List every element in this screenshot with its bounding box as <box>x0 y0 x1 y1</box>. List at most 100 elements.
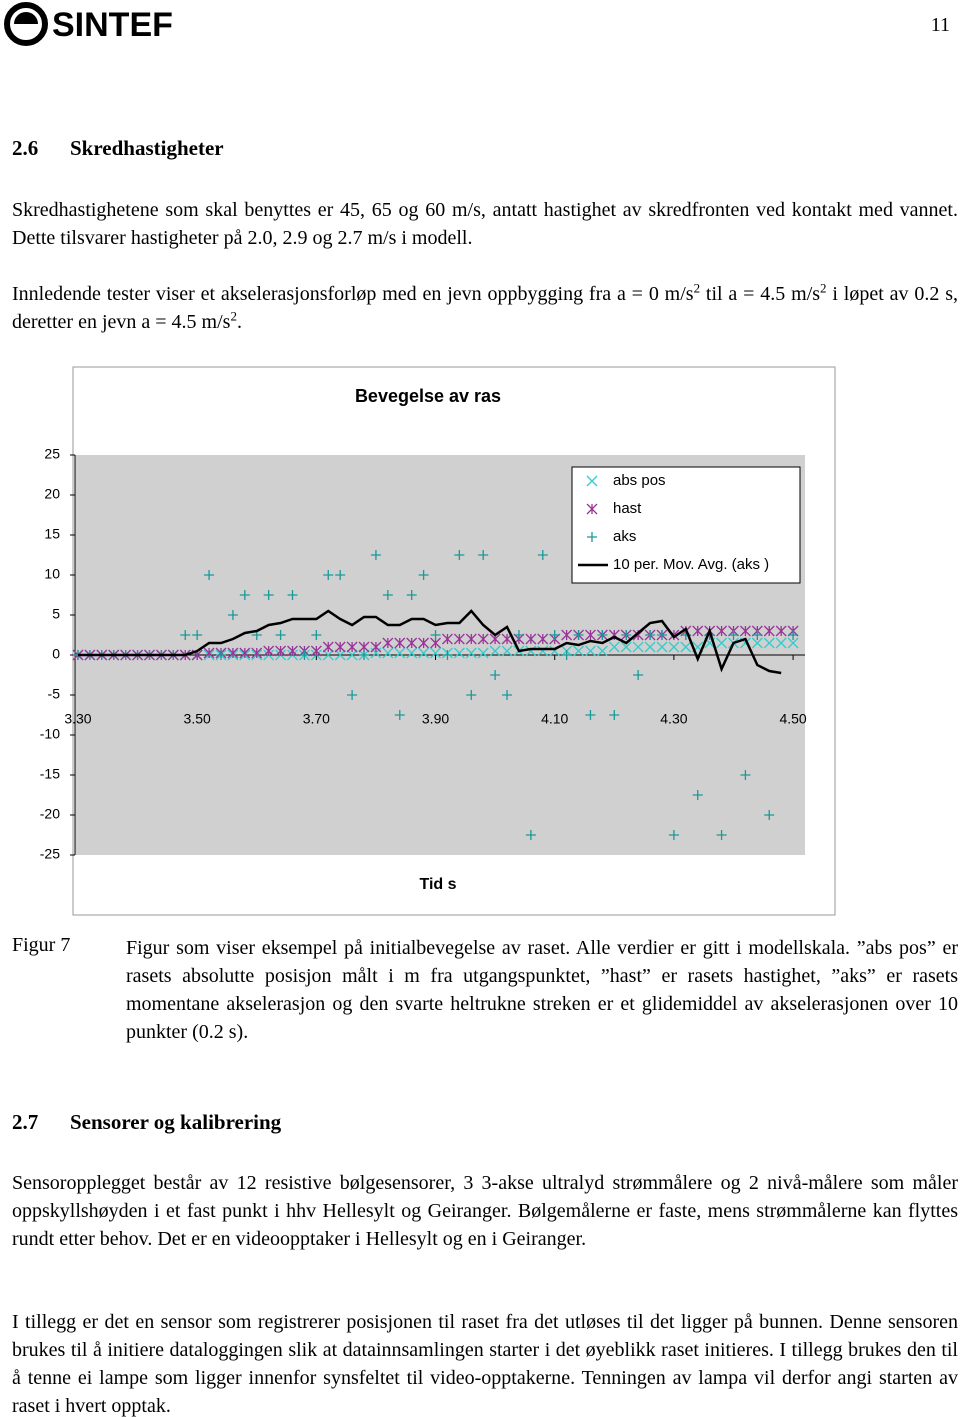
plus-marker <box>587 532 597 542</box>
asterisk-marker <box>586 503 598 515</box>
logo-icon <box>4 2 48 46</box>
plus-marker <box>478 550 489 560</box>
x-marker <box>680 641 692 653</box>
paragraph: Innledende tester viser et akselerasjons… <box>12 280 958 336</box>
paragraph: Skredhastighetene som skal benyttes er 4… <box>12 199 958 249</box>
superscript: 2 <box>820 280 827 296</box>
x-tick-label: 3.30 <box>64 711 91 727</box>
x-axis-title: Tid s <box>419 876 456 893</box>
x-marker <box>585 645 596 657</box>
line <box>77 609 782 675</box>
asterisk-marker <box>227 647 239 659</box>
asterisk-marker <box>763 625 775 637</box>
x-marker <box>751 637 763 649</box>
legend: abs pos hast aks 10 per. Mov. Avg. (aks ) <box>571 466 801 584</box>
plus-marker <box>752 630 763 640</box>
x-marker <box>334 649 346 661</box>
plus-marker <box>513 630 524 640</box>
asterisk-marker <box>334 641 346 653</box>
plus-marker <box>239 590 250 600</box>
plus-marker <box>370 550 381 560</box>
y-tick-label: 25 <box>44 446 60 462</box>
plus-marker <box>418 570 429 580</box>
x-marker <box>406 647 418 659</box>
plus-marker <box>502 690 513 700</box>
asterisk-marker <box>716 625 728 637</box>
legend-label: hast <box>613 500 642 517</box>
x-marker <box>668 641 680 653</box>
asterisk-marker <box>310 645 322 657</box>
plus-marker <box>359 650 370 660</box>
plus-marker <box>537 550 548 560</box>
superscript: 2 <box>693 280 701 296</box>
heading: 2.7 Sensorer og kalibrering <box>12 1110 281 1135</box>
asterisk-marker <box>394 637 406 649</box>
plus-marker <box>275 630 286 640</box>
figure-caption: Figur som viser eksempel på initialbeveg… <box>126 937 958 1043</box>
x-marker <box>477 647 489 659</box>
x-marker <box>586 475 598 487</box>
x-marker <box>346 649 358 661</box>
heading-text: Skredhastigheter <box>70 136 224 160</box>
plus-marker <box>180 630 191 640</box>
x-marker <box>489 645 501 657</box>
asterisk-marker <box>418 637 430 649</box>
page-number: 11 <box>930 14 950 36</box>
y-tick-label: 0 <box>52 646 60 662</box>
x-tick-label: 4.10 <box>541 711 568 727</box>
heading-text: Sensorer og kalibrering <box>70 1110 282 1134</box>
x-marker <box>382 647 394 659</box>
plus-marker <box>645 630 656 640</box>
asterisk-marker <box>561 629 573 641</box>
plus-marker <box>549 630 560 640</box>
logo-icon-half <box>14 12 38 24</box>
plus-marker <box>573 630 584 640</box>
text: . <box>236 311 242 333</box>
heading-number: 2.6 <box>12 136 39 160</box>
asterisk-marker <box>275 645 287 657</box>
plus-marker <box>609 710 620 720</box>
x-tick-label: 4.30 <box>660 711 687 727</box>
asterisk-marker <box>370 641 382 653</box>
text: til a = 4.5 m/s <box>700 283 821 305</box>
asterisk-marker <box>453 633 465 645</box>
plus-marker <box>561 650 572 660</box>
x-tick-label: 3.50 <box>184 711 211 727</box>
plus-marker <box>442 650 453 660</box>
y-tick-label: -5 <box>48 686 61 702</box>
plus-marker <box>382 590 393 600</box>
asterisk-marker <box>775 625 787 637</box>
plus-marker <box>716 830 727 840</box>
y-tick-label: -10 <box>40 726 60 742</box>
plus-marker <box>287 590 298 600</box>
plus-marker <box>728 630 739 640</box>
asterisk-marker <box>287 645 298 657</box>
x-marker <box>608 641 620 653</box>
plus-marker <box>347 690 358 700</box>
plus-marker <box>263 590 274 600</box>
x-marker <box>775 637 787 649</box>
x-marker <box>787 637 799 649</box>
plus-marker <box>192 630 203 640</box>
plus-marker <box>299 650 310 660</box>
asterisk-marker <box>525 633 537 645</box>
asterisk-marker <box>739 625 751 637</box>
asterisk-marker <box>537 633 549 645</box>
x-marker <box>763 637 775 649</box>
text: Innledende tester viser et akselerasjons… <box>12 283 694 305</box>
y-tick-label: -15 <box>40 766 60 782</box>
x-marker <box>525 645 537 657</box>
plus-marker <box>764 810 775 820</box>
y-tick-label: 5 <box>52 606 60 622</box>
plus-marker <box>430 630 441 640</box>
x-marker <box>537 645 549 657</box>
heading-number: 2.7 <box>12 1110 39 1134</box>
y-tick-label: 10 <box>44 566 60 582</box>
plus-marker <box>597 630 608 640</box>
x-marker <box>430 647 441 659</box>
plus-marker <box>323 570 334 580</box>
plus-marker <box>525 830 536 840</box>
chart: Bevegelse av ras Tid s 25 20 15 10 5 0 -5 -10 -1… <box>40 366 836 916</box>
plus-marker <box>740 770 751 780</box>
